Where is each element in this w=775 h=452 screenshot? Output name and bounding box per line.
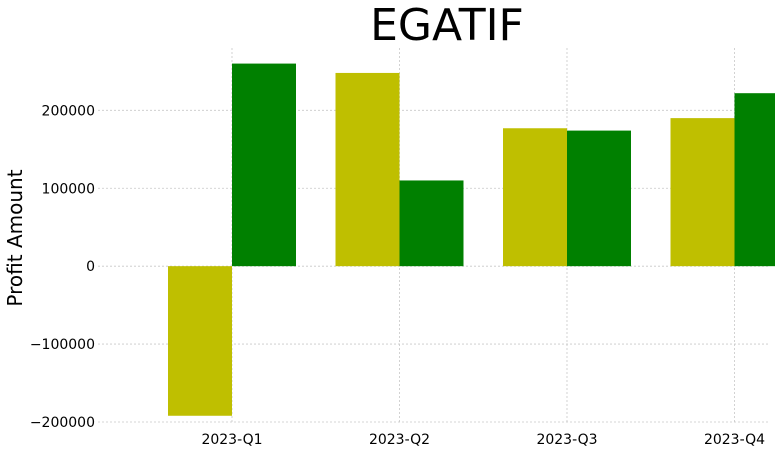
x-tick-label: 2023-Q1: [201, 432, 262, 448]
y-axis-label: Profit Amount: [3, 169, 27, 306]
x-tick-label: 2023-Q2: [369, 432, 430, 448]
bar: [734, 93, 775, 267]
bar: [670, 118, 735, 267]
y-tick-labels: −200000 −100000 0 100000 200000: [30, 103, 95, 431]
bar: [399, 180, 464, 267]
bars: [168, 63, 775, 416]
bar: [232, 63, 296, 267]
y-tick-label: 100000: [42, 181, 95, 197]
x-tick-labels: 2023-Q1 2023-Q2 2023-Q3 2023-Q4: [201, 432, 765, 448]
chart-title: EGATIF: [370, 0, 524, 51]
bar: [168, 266, 232, 416]
y-tick-label: 200000: [42, 103, 95, 119]
bar: [567, 130, 631, 267]
x-tick-label: 2023-Q3: [536, 432, 597, 448]
bar: [335, 72, 400, 267]
bar: [503, 128, 567, 267]
x-tick-label: 2023-Q4: [704, 432, 765, 448]
y-tick-label: 0: [86, 259, 95, 275]
y-tick-label: −100000: [30, 337, 95, 353]
y-tick-label: −200000: [30, 415, 95, 431]
